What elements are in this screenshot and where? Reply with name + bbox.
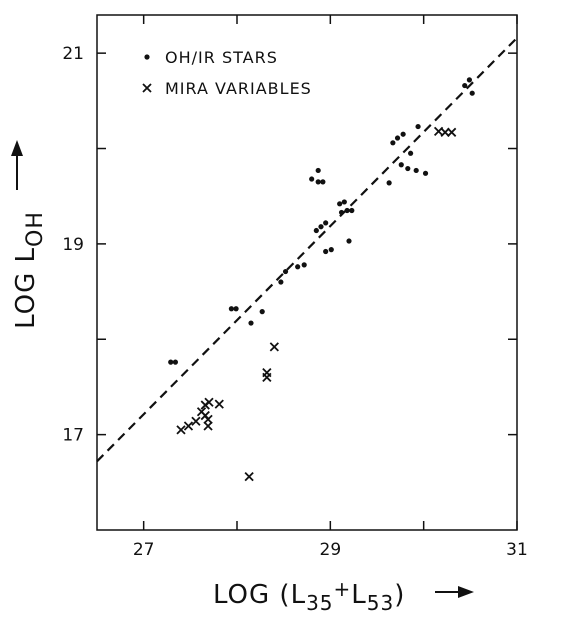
data-point — [447, 127, 457, 137]
data-point — [172, 359, 178, 365]
data-point — [295, 264, 301, 270]
x-label-a: LOG (L — [213, 580, 306, 610]
legend-label: MIRA VARIABLES — [165, 79, 312, 98]
data-point — [398, 162, 404, 168]
y-tick-label: 17 — [62, 426, 84, 446]
data-point — [344, 207, 350, 214]
data-point — [214, 399, 224, 409]
y-axis-label: LOG LOH — [11, 211, 48, 329]
legend-marker — [142, 83, 152, 93]
data-point — [309, 176, 315, 182]
data-point — [269, 342, 279, 352]
data-point — [183, 421, 194, 431]
data-point — [244, 471, 254, 482]
y-arrow — [11, 140, 23, 190]
data-point — [323, 220, 329, 226]
x-tick-label: 31 — [506, 540, 528, 560]
data-point — [415, 123, 421, 130]
x-label-close: ) — [394, 580, 405, 610]
data-point — [386, 180, 392, 186]
x-axis-label: LOG (L35+L53) — [213, 577, 405, 615]
x-label-sub2: 53 — [367, 591, 394, 615]
data-point — [200, 410, 210, 421]
data-point — [462, 82, 468, 89]
y-tick-label: 19 — [62, 235, 84, 255]
data-point — [328, 247, 334, 253]
data-point — [301, 262, 307, 268]
data-point — [400, 131, 406, 137]
data-point — [248, 320, 254, 326]
data-point — [408, 150, 414, 156]
data-point — [341, 199, 347, 205]
data-point — [233, 306, 239, 312]
data-point — [337, 201, 343, 207]
data-point — [320, 179, 326, 185]
data-point — [315, 167, 321, 174]
data-point — [413, 167, 419, 174]
data-point — [228, 306, 234, 312]
data-point — [422, 170, 429, 176]
data-point — [191, 416, 201, 426]
data-point — [390, 140, 396, 146]
data-point — [466, 77, 472, 83]
data-point — [315, 179, 321, 185]
fit-line — [96, 37, 518, 463]
data-point — [203, 421, 213, 431]
data-point — [323, 248, 329, 255]
plot-frame — [96, 14, 518, 531]
data-point — [313, 227, 319, 234]
x-tick-label: 27 — [133, 540, 155, 560]
data-point — [338, 209, 345, 216]
y-label-main: LOG L — [11, 247, 41, 329]
x-label-l: L — [351, 580, 367, 610]
legend-marker — [144, 54, 150, 60]
x-label-sub1: 35 — [306, 591, 333, 615]
data-point — [204, 397, 214, 407]
data-point — [282, 268, 289, 275]
data-point — [259, 309, 265, 315]
data-point — [394, 135, 401, 141]
data-point — [469, 90, 475, 96]
x-tick-label: 29 — [320, 540, 342, 560]
data-point — [176, 425, 186, 435]
data-point — [318, 224, 324, 230]
y-label-sub: OH — [23, 211, 48, 247]
y-tick-label: 21 — [62, 44, 84, 64]
data-point — [168, 359, 174, 365]
x-label-plus: + — [334, 577, 352, 601]
legend-label: OH/IR STARS — [165, 48, 278, 67]
x-arrow — [435, 586, 474, 598]
data-point — [405, 165, 411, 172]
data-point — [346, 238, 352, 244]
data-point — [278, 279, 284, 285]
data-point — [349, 207, 355, 214]
data-point — [262, 372, 272, 383]
